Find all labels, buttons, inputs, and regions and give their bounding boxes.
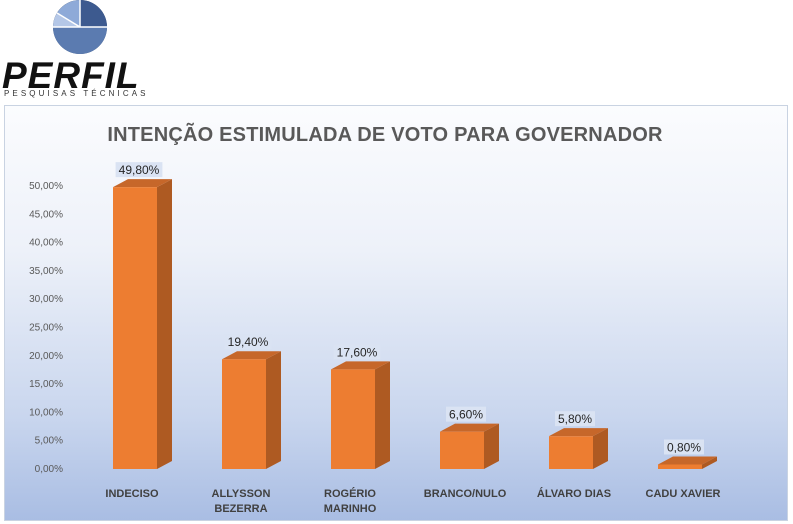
bar-side xyxy=(593,428,608,469)
y-tick-label: 40,00% xyxy=(29,238,63,249)
bar xyxy=(113,187,157,469)
bar-side xyxy=(702,456,717,469)
y-tick-label: 5,00% xyxy=(35,436,63,447)
y-tick-label: 25,00% xyxy=(29,323,63,334)
bar xyxy=(440,431,484,469)
category-label: INDECISO xyxy=(105,488,159,500)
data-label: 0,80% xyxy=(667,440,701,454)
data-label-box xyxy=(555,411,595,427)
category-label: ALLYSSON BEZERRA xyxy=(212,488,271,515)
chart-panel: INTENÇÃO ESTIMULADA DE VOTO PARA GOVERNA… xyxy=(4,105,788,521)
bar-top xyxy=(331,361,390,370)
bar xyxy=(331,369,375,469)
chart-title: INTENÇÃO ESTIMULADA DE VOTO PARA GOVERNA… xyxy=(107,124,663,146)
y-tick-label: 0,00% xyxy=(35,464,63,475)
bar-side xyxy=(266,351,281,469)
y-tick-label: 30,00% xyxy=(29,294,63,305)
data-label-box xyxy=(224,334,272,350)
data-label: 17,60% xyxy=(337,345,378,359)
y-tick-label: 10,00% xyxy=(29,407,63,418)
y-tick-label: 15,00% xyxy=(29,379,63,390)
data-label-box xyxy=(115,162,163,178)
bar-side xyxy=(375,361,390,469)
perfil-logo: PERFIL PESQUISAS TÉCNICAS xyxy=(0,0,170,100)
bar-top xyxy=(440,423,499,432)
y-tick-label: 35,00% xyxy=(29,266,63,277)
data-label-box xyxy=(664,439,704,455)
category-label: ROGÉRIO MARINHO xyxy=(324,487,377,515)
category-label: ÁLVARO DIAS xyxy=(537,487,611,500)
bar xyxy=(549,436,593,469)
bar xyxy=(222,359,266,469)
data-label: 19,40% xyxy=(228,335,269,349)
bar-side xyxy=(157,179,172,469)
bar-top xyxy=(658,456,717,465)
bar xyxy=(658,464,702,469)
data-label: 49,80% xyxy=(119,163,160,177)
y-tick-label: 50,00% xyxy=(29,181,63,192)
data-label: 6,60% xyxy=(449,408,483,422)
category-label: BRANCO/NULO xyxy=(424,488,507,500)
bar-chart: 0,00% 5,00% 10,00% 15,00% 20,00% 25,00% 30,00%… xyxy=(29,162,721,515)
y-tick-label: 20,00% xyxy=(29,351,63,362)
bar-side xyxy=(484,423,499,469)
bar-top xyxy=(549,428,608,437)
brand-tagline: PESQUISAS TÉCNICAS xyxy=(4,89,149,98)
data-label-box xyxy=(333,344,381,360)
data-label: 5,80% xyxy=(558,412,592,426)
y-tick-label: 45,00% xyxy=(29,209,63,220)
data-label-box xyxy=(446,406,486,422)
bar-top xyxy=(113,179,172,188)
brand-name: PERFIL xyxy=(2,55,140,96)
bar-top xyxy=(222,351,281,360)
category-label: CADU XAVIER xyxy=(646,488,721,500)
pie-logo-icon xyxy=(53,0,107,54)
